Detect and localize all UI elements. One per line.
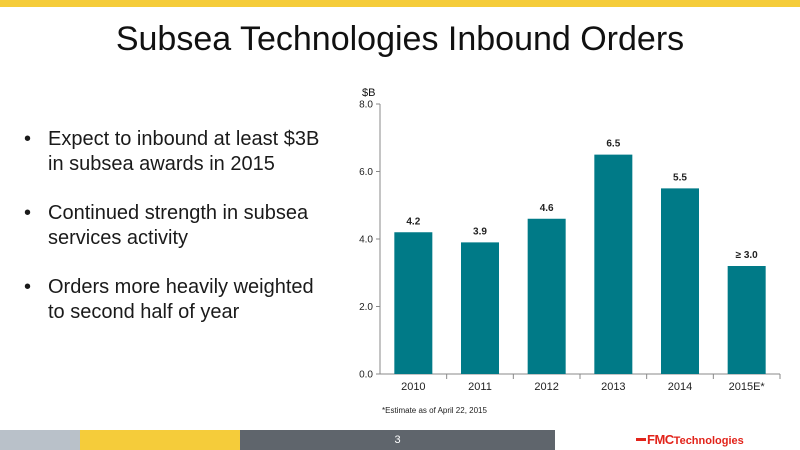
data-label: 4.2	[406, 216, 420, 227]
logo-brand: FMC	[647, 432, 674, 447]
y-tick-label: 8.0	[359, 100, 373, 111]
y-axis-label: $B	[362, 87, 375, 99]
data-label: 4.6	[540, 203, 554, 214]
y-tick-label: 2.0	[359, 302, 373, 313]
company-logo: FMCTechnologies	[636, 431, 744, 449]
data-label: ≥ 3.0	[736, 250, 759, 261]
x-tick-label: 2014	[668, 381, 692, 393]
bar	[661, 188, 699, 374]
x-tick-label: 2011	[468, 381, 492, 393]
bullet-text: Continued strength in subsea services ac…	[48, 202, 309, 249]
logo-dash-icon	[636, 438, 646, 442]
data-label: 6.5	[606, 139, 620, 150]
bullet-item: • Expect to inbound at least $3B in subse…	[24, 127, 334, 177]
footer-segment-gray	[0, 430, 80, 450]
bullet-list: • Expect to inbound at least $3B in subse…	[24, 127, 334, 349]
x-tick-label: 2015E*	[729, 381, 766, 393]
footer-segment-yellow	[80, 430, 240, 450]
bar	[594, 154, 633, 374]
x-tick-label: 2010	[401, 381, 425, 393]
bullet-item: • Continued strength in subsea services a…	[24, 201, 334, 251]
logo-suffix: Technologies	[673, 435, 744, 447]
y-tick-label: 6.0	[359, 167, 373, 178]
bullet-icon: •	[24, 276, 32, 298]
footer-segment-dark	[240, 430, 555, 450]
page-number: 3	[394, 434, 401, 446]
bar-chart: $B 0.0 2.0 4.0 6.0 8.0 4.2 2010 3.9 2011 4.6 2012 6.…	[359, 87, 781, 393]
bullet-icon: •	[24, 202, 32, 224]
data-label: 3.9	[473, 226, 487, 237]
top-accent-bar	[0, 0, 800, 7]
bar	[527, 218, 566, 374]
footnote: *Estimate as of April 22, 2015	[382, 406, 487, 415]
x-tick-label: 2013	[601, 381, 625, 393]
bar	[727, 266, 766, 374]
slide-title: Subsea Technologies Inbound Orders	[115, 20, 685, 58]
y-tick-label: 0.0	[359, 370, 373, 381]
bullet-text: Orders more heavily weighted to second h…	[48, 276, 314, 323]
bullet-text: Expect to inbound at least $3B in subsea…	[48, 128, 320, 175]
bar	[394, 232, 433, 374]
x-tick-label: 2012	[534, 381, 558, 393]
bullet-item: • Orders more heavily weighted to second …	[24, 275, 334, 325]
bullet-icon: •	[24, 128, 32, 150]
y-tick-label: 4.0	[359, 235, 373, 246]
data-label: 5.5	[673, 172, 687, 183]
bar	[461, 242, 499, 374]
